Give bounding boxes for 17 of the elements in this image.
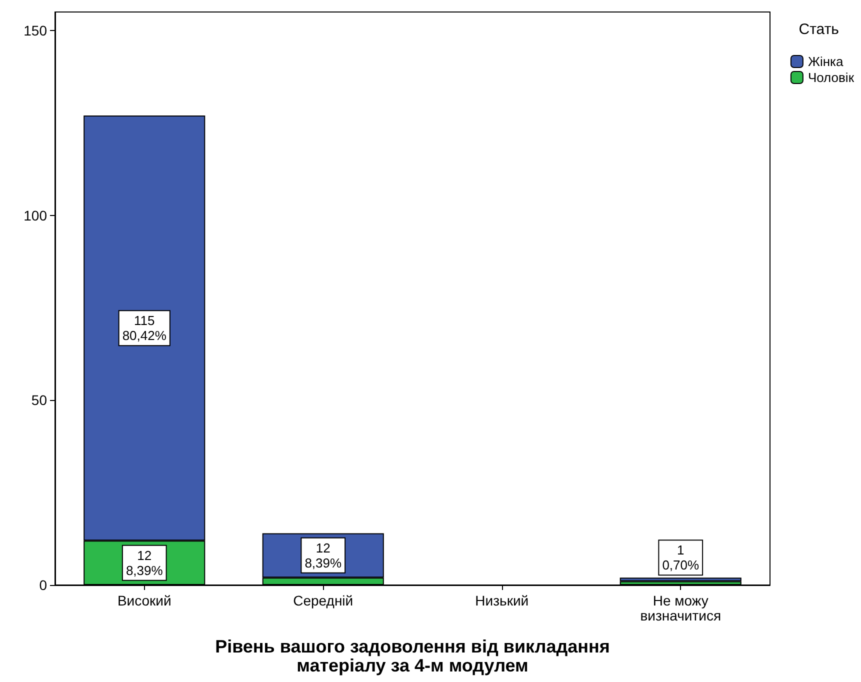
data-label: 1 0,70% (662, 542, 700, 573)
legend-label: Жінка (808, 54, 844, 69)
y-tick-label: 150 (24, 22, 48, 38)
x-tick-label: Низький (475, 592, 529, 608)
x-tick-label: Не можу визначитися (640, 592, 722, 624)
data-label: 115 80,42% (122, 313, 167, 344)
data-label: 12 8,39% (304, 540, 342, 570)
legend-title: Стать (798, 21, 840, 38)
y-tick-label: 0 (39, 577, 48, 593)
x-tick-label: Середній (293, 592, 354, 608)
legend-label: Чоловік (808, 70, 854, 85)
y-tick-label: 50 (31, 392, 48, 408)
x-tick-label: Високий (117, 592, 172, 608)
bar (620, 578, 742, 582)
y-tick-label: 100 (24, 207, 48, 224)
x-axis-title: Рівень вашого задоволення від викладання матеріалу за 4-м модулем (215, 636, 610, 676)
data-label: 12 8,39% (126, 548, 164, 578)
